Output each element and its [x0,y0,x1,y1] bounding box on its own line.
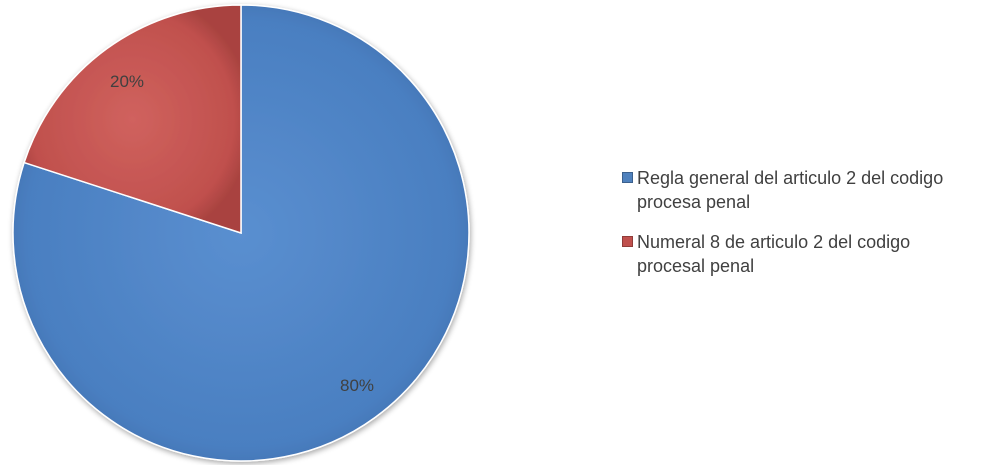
legend-swatch-blue [622,172,633,183]
pie-slice-regla-general [12,4,470,462]
legend-item-numeral-8: Numeral 8 de articulo 2 del codigo proce… [622,230,982,278]
data-label-20: 20% [110,72,144,91]
legend: Regla general del articulo 2 del codigo … [622,166,982,294]
legend-label: Regla general del articulo 2 del codigo … [637,168,944,212]
legend-item-regla-general: Regla general del articulo 2 del codigo … [622,166,982,214]
pie-chart-svg: 80% 20% [12,4,470,462]
legend-swatch-red [622,236,633,247]
pie-chart: 80% 20% [12,4,470,462]
data-label-80: 80% [340,376,374,395]
legend-label: Numeral 8 de articulo 2 del codigo proce… [637,232,911,276]
pie-slice-numeral-8 [23,4,242,235]
